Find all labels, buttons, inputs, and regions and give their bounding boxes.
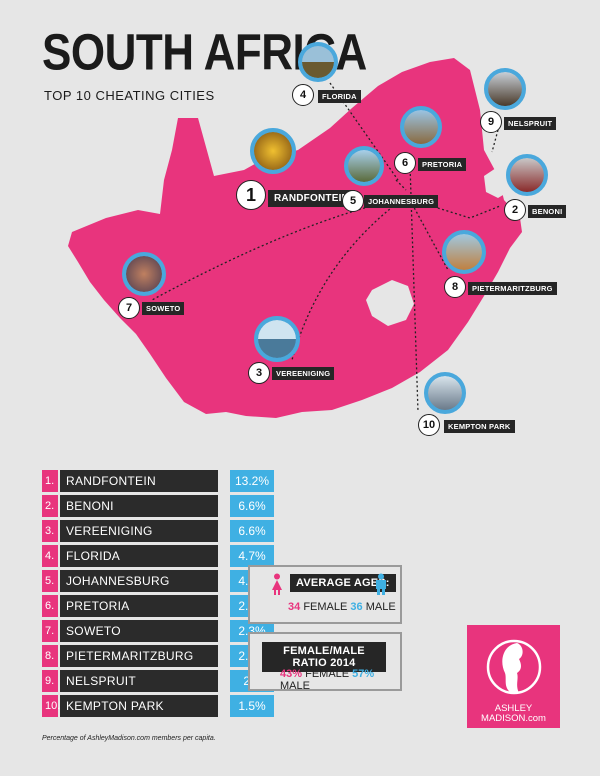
page-subtitle: TOP 10 CHEATING CITIES	[44, 88, 215, 103]
city-cell: JOHANNESBURG	[60, 570, 218, 592]
table-row: 6. PRETORIA 2.8%	[42, 595, 274, 617]
randfontein-photo	[250, 128, 296, 174]
rank-badge: 1	[236, 180, 266, 210]
table-row: 2. BENONI 6.6%	[42, 495, 274, 517]
city-label: PRETORIA	[418, 158, 467, 171]
rank-cell: 6.	[42, 595, 58, 617]
rank-badge: 4	[292, 84, 314, 106]
city-cell: VEREENIGING	[60, 520, 218, 542]
percent-cell: 13.2%	[230, 470, 274, 492]
city-cell: SOWETO	[60, 620, 218, 642]
male-icon	[376, 573, 386, 595]
rank-badge: 9	[480, 111, 502, 133]
rank-cell: 3.	[42, 520, 58, 542]
ashley-madison-logo: ASHLEY MADISON.com	[467, 625, 560, 728]
pietermaritzburg-photo	[442, 230, 486, 274]
rank-cell: 5.	[42, 570, 58, 592]
florida-photo	[298, 42, 338, 82]
rank-cell: 4.	[42, 545, 58, 567]
rank-badge: 10	[418, 414, 440, 436]
percent-cell: 6.6%	[230, 520, 274, 542]
female-age-value: 34	[288, 601, 301, 613]
percent-cell: 1.5%	[230, 695, 274, 717]
city-cell: BENONI	[60, 495, 218, 517]
rank-badge: 3	[248, 362, 270, 384]
female-icon	[272, 573, 282, 595]
ratio-heading: FEMALE/MALE RATIO 2014	[262, 642, 386, 672]
city-label: JOHANNESBURG	[364, 195, 439, 208]
table-row: 5. JOHANNESBURG 4.4%	[42, 570, 274, 592]
rank-cell: 2.	[42, 495, 58, 517]
rank-cell: 9.	[42, 670, 58, 692]
average-ages-box: AVERAGE AGES: 34 FEMALE 36 MALE	[248, 565, 402, 624]
rank-badge: 2	[504, 199, 526, 221]
city-label: FLORIDA	[318, 90, 361, 103]
table-row: 3. VEREENIGING 6.6%	[42, 520, 274, 542]
rank-cell: 7.	[42, 620, 58, 642]
table-row: 8. PIETERMARITZBURG 2.1%	[42, 645, 274, 667]
male-ratio-label: MALE	[280, 680, 310, 692]
south-africa-shape	[68, 58, 522, 418]
ratio-stats: 43% FEMALE 57% MALE	[280, 668, 400, 692]
percent-cell: 4.7%	[230, 545, 274, 567]
table-row: 7. SOWETO 2.3%	[42, 620, 274, 642]
rank-badge: 7	[118, 297, 140, 319]
pretoria-photo	[400, 106, 442, 148]
logo-brand-text: ASHLEY MADISON.com	[481, 703, 546, 724]
footnote: Percentage of AshleyMadison.com members …	[42, 735, 216, 742]
table-row: 1. RANDFONTEIN 13.2%	[42, 470, 274, 492]
table-row: 9. NELSPRUIT 2%	[42, 670, 274, 692]
city-cell: FLORIDA	[60, 545, 218, 567]
rank-cell: 10.	[42, 695, 60, 717]
woman-silhouette-icon	[486, 639, 542, 695]
swaziland-shape	[484, 168, 508, 198]
rank-cell: 1.	[42, 470, 58, 492]
soweto-photo	[122, 252, 166, 296]
benoni-photo	[506, 154, 548, 196]
city-cell: KEMPTON PARK	[60, 695, 218, 717]
lesotho-shape	[366, 280, 414, 326]
rank-cell: 8.	[42, 645, 58, 667]
percent-cell: 6.6%	[230, 495, 274, 517]
city-label: VEREENIGING	[272, 367, 335, 380]
male-age-label: MALE	[365, 601, 396, 613]
ages-stats: 34 FEMALE 36 MALE	[288, 601, 396, 613]
kempton-park-photo	[424, 372, 466, 414]
rank-badge: 6	[394, 152, 416, 174]
female-age-label: FEMALE	[303, 601, 348, 613]
vereeniging-photo	[254, 316, 300, 362]
ages-heading: AVERAGE AGES:	[290, 574, 396, 592]
city-label: RANDFONTEIN	[268, 190, 355, 207]
table-row: 4. FLORIDA 4.7%	[42, 545, 274, 567]
johannesburg-photo	[344, 146, 384, 186]
city-cell: RANDFONTEIN	[60, 470, 218, 492]
city-cell: PIETERMARITZBURG	[60, 645, 218, 667]
city-label: PIETERMARITZBURG	[468, 282, 557, 295]
rank-badge: 8	[444, 276, 466, 298]
city-label: KEMPTON PARK	[444, 420, 515, 433]
female-ratio-value: 43%	[280, 668, 303, 680]
rank-badge: 5	[342, 190, 364, 212]
female-ratio-label: FEMALE	[305, 668, 350, 680]
city-label: NELSPRUIT	[504, 117, 557, 130]
city-cell: PRETORIA	[60, 595, 218, 617]
male-age-value: 36	[350, 601, 363, 613]
city-cell: NELSPRUIT	[60, 670, 218, 692]
city-label: BENONI	[528, 205, 567, 218]
nelspruit-photo	[484, 68, 526, 110]
ratio-box: FEMALE/MALE RATIO 2014 43% FEMALE 57% MA…	[248, 632, 402, 692]
city-label: SOWETO	[142, 302, 185, 315]
male-ratio-value: 57%	[352, 668, 375, 680]
table-row: 10. KEMPTON PARK 1.5%	[42, 695, 274, 717]
